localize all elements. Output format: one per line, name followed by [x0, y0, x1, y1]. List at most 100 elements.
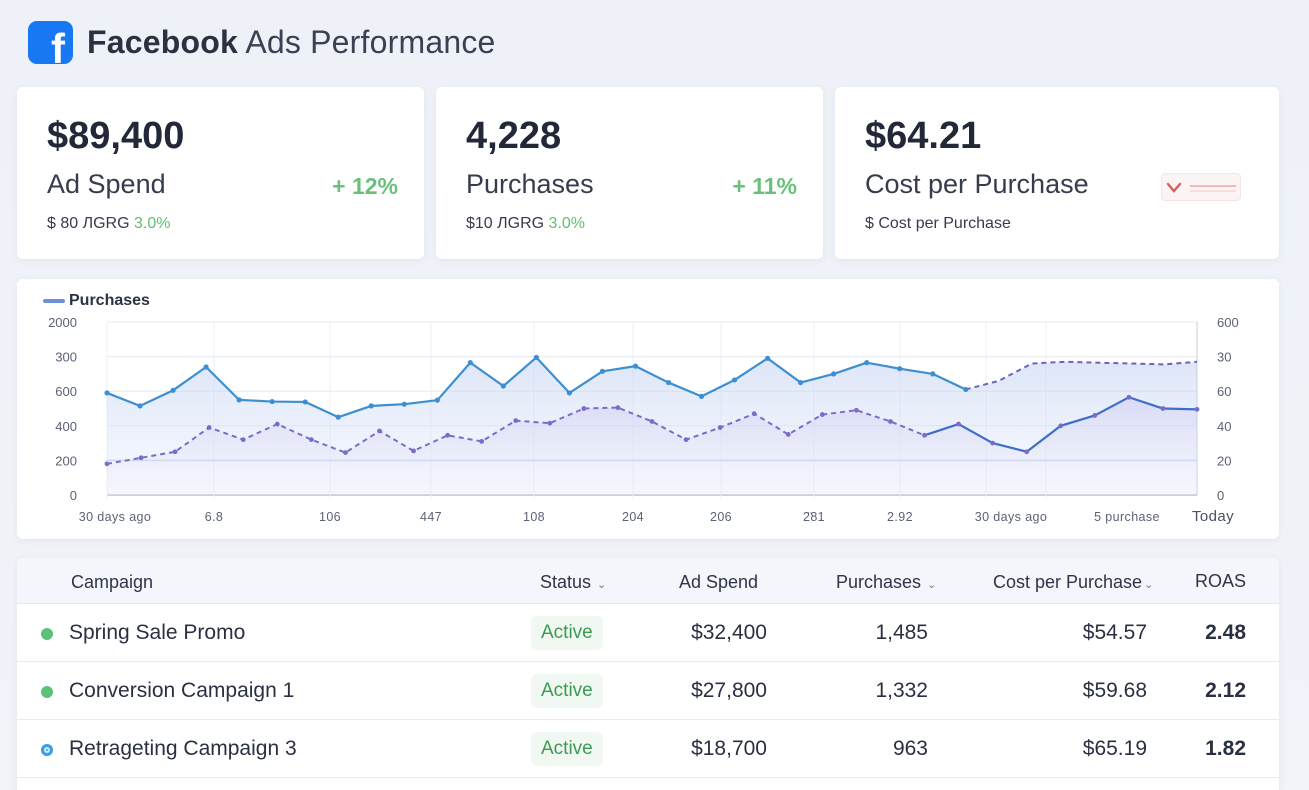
table-row[interactable]: Conversion Campaign 1 Active $27,800 1,3…: [17, 662, 1279, 720]
column-header-status[interactable]: Status ⌄: [540, 572, 606, 593]
data-point: [343, 450, 348, 456]
x-tick-label: Today: [1192, 508, 1234, 525]
column-header-cost-per-purchase[interactable]: Cost per Purchase ⌄: [993, 572, 1153, 593]
data-point: [632, 363, 639, 369]
data-point: [302, 399, 308, 405]
campaign-name[interactable]: Spring Sale Promo: [69, 621, 246, 644]
kpi-value: $64.21: [865, 115, 982, 157]
data-point: [377, 428, 382, 434]
kpi-card-cost-per-purchase[interactable]: $64.21 Cost per Purchase $ Cost per Purc…: [835, 87, 1279, 259]
data-point: [434, 397, 440, 403]
y-tick-label-right: 20: [1217, 453, 1231, 468]
data-point: [445, 432, 451, 438]
column-header-campaign[interactable]: Campaign: [71, 572, 154, 592]
y-tick-label-left: 200: [55, 453, 77, 468]
kpi-change: + 11%: [732, 173, 797, 199]
kpi-sub-prefix: $ 80 ЛGRG: [47, 215, 130, 232]
table-row[interactable]: Spring Sale Promo Active $32,400 1,485 $…: [17, 604, 1279, 662]
page-title: Facebook Ads Performance: [87, 24, 496, 61]
y-tick-label-left: 400: [55, 419, 77, 434]
x-tick-label: 108: [523, 510, 545, 524]
data-point: [990, 440, 996, 446]
ad-spend-cell: $32,400: [691, 621, 767, 644]
data-point: [479, 438, 485, 444]
kpi-value: 4,228: [466, 115, 562, 157]
data-point: [922, 432, 927, 438]
status-badge: Active: [531, 616, 603, 650]
column-header-purchases[interactable]: Purchases ⌄: [836, 572, 936, 593]
kpi-sub-highlight: 3.0%: [548, 215, 586, 232]
kpi-sub-highlight: 3.0%: [133, 215, 171, 232]
data-point: [206, 425, 212, 430]
x-tick-label: 106: [319, 510, 341, 524]
data-point: [500, 383, 506, 389]
table-row[interactable]: Retrageting Campaign 3 Active $18,700 96…: [17, 720, 1279, 778]
status-badge: Active: [531, 674, 603, 708]
data-point: [853, 407, 859, 413]
kpi-card-purchases[interactable]: 4,228 Purchases + 11% $10 ЛGRG 3.0%: [436, 87, 823, 259]
data-point: [104, 461, 110, 467]
data-point: [240, 437, 246, 443]
data-point: [566, 390, 573, 396]
data-point: [513, 418, 519, 424]
x-tick-label: 6.8: [205, 510, 224, 524]
x-tick-label: 30 days ago: [975, 510, 1048, 524]
y-tick-label-left: 300: [55, 350, 77, 365]
purchases-chart: Purchases 2000 600 300 30 600 60 400 40 200 20 0 0 3…: [17, 279, 1279, 539]
data-point: [1126, 394, 1132, 400]
data-point: [581, 406, 587, 411]
campaign-name[interactable]: Retrageting Campaign 3: [69, 737, 297, 760]
column-header-roas[interactable]: ROAS: [1195, 571, 1247, 591]
kpi-card-ad-spend[interactable]: $89,400 Ad Spend + 12% $ 80 ЛGRG 3.0%: [17, 87, 424, 259]
x-tick-label: 2̈81: [803, 510, 825, 524]
ad-spend-cell: $27,800: [691, 679, 767, 702]
data-point: [717, 425, 723, 430]
roas-cell: 2.48: [1205, 621, 1246, 644]
kpi-change: + 12%: [332, 173, 398, 199]
data-point: [888, 419, 893, 424]
purchases-cell: 1,332: [875, 679, 928, 702]
data-point: [864, 360, 870, 366]
purchases-cell: 963: [892, 737, 928, 760]
data-point: [599, 368, 606, 374]
column-header-ad-spend[interactable]: Ad Spend: [679, 572, 759, 592]
y-tick-label-left: 2000: [48, 315, 77, 330]
kpi-sub-prefix: $10 ЛGRG: [466, 215, 545, 232]
ad-spend-cell: $18,700: [691, 737, 767, 760]
x-tick-label: 204: [622, 510, 644, 524]
data-point: [1092, 413, 1098, 418]
y-tick-label-left: 600: [55, 384, 77, 399]
data-point: [930, 371, 936, 377]
trend-down-icon: [1161, 173, 1241, 201]
data-point: [897, 366, 903, 372]
data-point: [401, 401, 407, 407]
y-tick-label-right: 0: [1217, 488, 1224, 503]
data-point: [308, 437, 314, 443]
data-point: [547, 420, 553, 426]
kpi-label: Purchases: [466, 169, 594, 199]
data-point: [765, 355, 771, 361]
data-point: [683, 437, 689, 443]
chevron-down-icon: ⌄: [597, 579, 607, 591]
purchases-cell: 1,485: [875, 621, 928, 644]
chart-legend[interactable]: Purchases: [43, 292, 150, 310]
cost-per-purchase-cell: $65.19: [1082, 737, 1147, 760]
status-badge: Active: [531, 732, 603, 766]
data-point: [170, 387, 176, 393]
data-point: [236, 397, 242, 403]
data-point: [172, 449, 178, 455]
data-point: [963, 386, 969, 393]
data-point: [104, 390, 110, 396]
data-point: [731, 377, 738, 383]
y-tick-label-right: 30: [1217, 350, 1231, 365]
data-point: [1194, 406, 1200, 412]
data-point: [368, 403, 374, 409]
status-dot: [41, 628, 53, 640]
data-point: [1160, 406, 1166, 411]
data-point: [798, 379, 804, 386]
kpi-label: Ad Spend: [47, 169, 166, 199]
campaign-name[interactable]: Conversion Campaign 1: [69, 679, 295, 702]
roas-cell: 1.82: [1205, 737, 1246, 760]
data-point: [203, 364, 209, 370]
